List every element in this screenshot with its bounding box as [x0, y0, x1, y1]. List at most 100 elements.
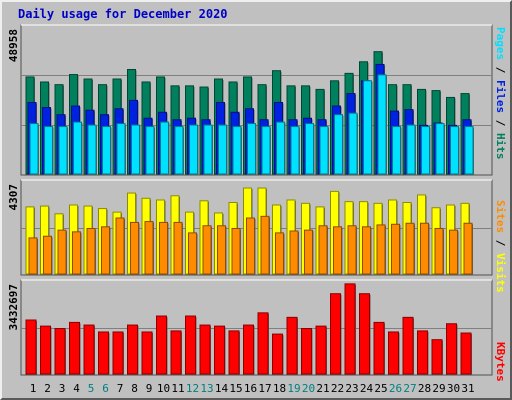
bar-sites-2 [43, 235, 52, 275]
bar-pages-20 [305, 123, 314, 175]
x-tick-19: 19 [287, 382, 300, 395]
bar-kbytes-21 [315, 325, 327, 375]
bar-kbytes-24 [359, 293, 370, 375]
bar-sites-28 [420, 222, 429, 275]
bar-kbytes-19 [286, 316, 298, 375]
legend-hits-files-pages-part-4: Hits [494, 133, 507, 160]
bar-pages-17 [261, 126, 271, 175]
bar-pages-22 [334, 114, 343, 175]
bar-kbytes-5 [83, 324, 95, 375]
x-tick-17: 17 [258, 382, 271, 395]
x-tick-1: 1 [30, 382, 37, 395]
bar-pages-30 [450, 126, 459, 175]
bar-pages-26 [392, 126, 401, 175]
bar-kbytes-17 [257, 312, 269, 375]
bar-kbytes-23 [344, 283, 356, 375]
bar-sites-5 [86, 227, 96, 275]
bar-pages-8 [131, 124, 140, 175]
bar-pages-31 [464, 126, 474, 175]
x-tick-12: 12 [186, 382, 199, 395]
bar-sites-23 [347, 225, 357, 275]
x-tick-31: 31 [461, 382, 474, 395]
bar-kbytes-1 [25, 319, 37, 375]
x-tick-23: 23 [345, 382, 358, 395]
bar-kbytes-28 [417, 330, 428, 375]
bar-sites-7 [115, 217, 125, 275]
bar-kbytes-26 [388, 331, 399, 375]
x-tick-4: 4 [73, 382, 80, 395]
x-tick-22: 22 [331, 382, 344, 395]
legend-hits-files-pages: Pages / Files / Hits [494, 27, 507, 160]
bar-kbytes-30 [446, 323, 457, 375]
x-tick-7: 7 [117, 382, 124, 395]
legend-visits-sites-part-0: Sites [494, 200, 507, 233]
x-tick-27: 27 [403, 382, 416, 395]
bar-kbytes-6 [98, 331, 109, 375]
bar-pages-28 [421, 126, 430, 175]
bar-sites-24 [362, 226, 371, 275]
bar-sites-17 [260, 215, 270, 275]
bar-pages-1 [29, 123, 39, 175]
bar-kbytes-11 [170, 330, 182, 375]
bar-pages-21 [319, 126, 329, 175]
bar-sites-22 [333, 226, 342, 275]
bar-pages-10 [160, 121, 169, 175]
bar-pages-23 [348, 112, 358, 175]
bar-kbytes-4 [69, 321, 80, 375]
legend-hits-files-pages-part-1: / [494, 60, 507, 80]
bar-kbytes-18 [272, 333, 283, 375]
bar-pages-11 [174, 126, 184, 175]
bar-kbytes-27 [402, 316, 414, 375]
bar-pages-12 [189, 124, 198, 175]
bar-kbytes-7 [112, 331, 124, 375]
x-tick-30: 30 [447, 382, 460, 395]
x-tick-29: 29 [432, 382, 445, 395]
bar-pages-7 [116, 123, 126, 175]
legend-visits-sites-part-2: Visits [494, 253, 507, 293]
x-tick-13: 13 [200, 382, 213, 395]
bar-sites-4 [72, 231, 81, 275]
legend-visits-sites: Sites / Visits [494, 200, 507, 293]
bar-pages-24 [363, 80, 372, 175]
bar-sites-15 [231, 227, 241, 275]
bar-sites-10 [159, 221, 168, 275]
x-tick-21: 21 [316, 382, 329, 395]
x-tick-24: 24 [360, 382, 374, 395]
x-tick-9: 9 [146, 382, 153, 395]
x-tick-15: 15 [229, 382, 242, 395]
ymax-label-kbytes: 3432697 [7, 284, 20, 330]
legend-visits-sites-part-1: / [494, 233, 507, 253]
bar-sites-14 [217, 225, 226, 275]
ymax-label-visits-sites: 4307 [7, 184, 20, 211]
bar-sites-20 [304, 229, 313, 275]
bar-sites-18 [275, 232, 284, 275]
legend-hits-files-pages-part-0: Pages [494, 27, 507, 60]
legend-kbytes: KBytes [494, 342, 507, 382]
bar-kbytes-29 [431, 339, 443, 375]
x-tick-2: 2 [44, 382, 51, 395]
bar-kbytes-16 [243, 324, 254, 375]
bar-kbytes-9 [141, 331, 153, 375]
x-tick-16: 16 [244, 382, 257, 395]
bar-kbytes-25 [373, 321, 385, 375]
bar-sites-9 [144, 221, 154, 275]
bar-sites-21 [318, 225, 328, 275]
x-tick-20: 20 [302, 382, 315, 395]
bar-pages-6 [102, 126, 111, 175]
bar-kbytes-2 [40, 325, 51, 375]
bar-pages-14 [218, 124, 227, 175]
bar-pages-25 [377, 74, 387, 175]
bar-sites-3 [57, 229, 67, 275]
bar-pages-9 [145, 126, 155, 175]
x-tick-14: 14 [215, 382, 229, 395]
bar-sites-8 [130, 221, 139, 275]
x-tick-18: 18 [273, 382, 286, 395]
x-tick-26: 26 [389, 382, 402, 395]
bar-kbytes-20 [301, 328, 312, 375]
bar-pages-4 [73, 121, 82, 175]
bar-pages-15 [232, 126, 242, 175]
bar-sites-16 [246, 217, 255, 275]
bar-pages-3 [58, 126, 68, 175]
bar-pages-29 [435, 123, 445, 175]
